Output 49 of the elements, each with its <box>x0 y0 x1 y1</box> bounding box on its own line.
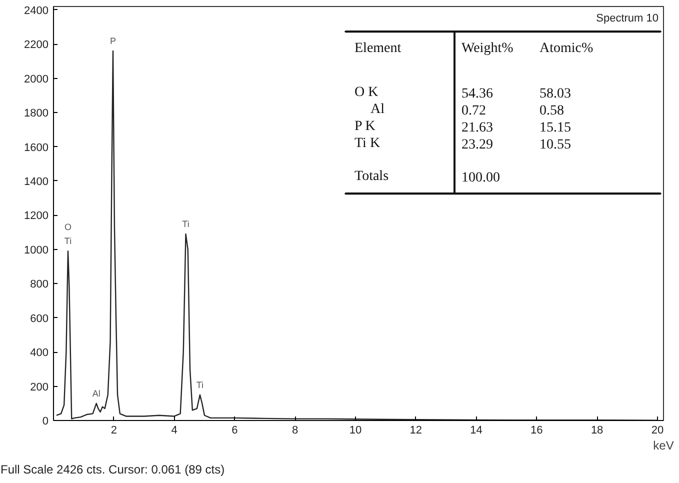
annotation: Ti <box>182 219 190 230</box>
y-tick-label: 400 <box>30 347 49 360</box>
annotation: 58.03 <box>540 86 571 102</box>
y-tick-label: 1600 <box>24 142 49 154</box>
annotation: Ti <box>64 236 72 246</box>
y-tick-label: 0 <box>42 416 49 428</box>
annotation: 0.72 <box>462 104 486 118</box>
annotation: 10.55 <box>540 138 571 152</box>
y-tick-label: 1200 <box>24 210 49 222</box>
annotation: 15.15 <box>540 120 571 136</box>
annotation: Al <box>92 388 100 398</box>
annotation: 23.29 <box>462 138 493 152</box>
x-tick-label: 10 <box>349 424 362 436</box>
y-tick-label: 2200 <box>24 39 49 52</box>
annotation: Ti K <box>354 136 380 151</box>
annotation: Totals <box>354 169 389 184</box>
y-tick-label: 1000 <box>24 244 49 256</box>
annotation: Spectrum 10 <box>596 12 659 24</box>
y-tick-label: 600 <box>30 312 49 325</box>
annotation: 21.63 <box>462 120 493 136</box>
annotation: P K <box>354 119 376 134</box>
x-tick-label: 2 <box>110 424 117 436</box>
y-tick-label: 800 <box>30 278 49 291</box>
x-tick-label: 14 <box>470 424 482 436</box>
annotation: O K <box>354 85 378 100</box>
x-tick-label: 8 <box>292 424 298 436</box>
x-axis-title: keV <box>653 438 674 452</box>
x-tick-label: 12 <box>410 424 422 436</box>
annotation: Weight% <box>462 41 514 56</box>
x-tick-label: 6 <box>232 424 238 436</box>
annotation: Atomic% <box>540 41 594 56</box>
text: Full Scale 2426 cts. Cursor: 0.061 (89 cts) <box>0 462 225 476</box>
x-tick-label: 16 <box>530 424 543 436</box>
annotation: P <box>110 36 116 46</box>
y-tick-label: 2400 <box>24 4 49 17</box>
annotation: 0.58 <box>540 104 564 118</box>
x-tick-label: 4 <box>171 424 178 436</box>
y-tick-label: 200 <box>30 381 49 394</box>
x-tick-label: 20 <box>651 424 664 436</box>
annotation: O <box>64 222 72 232</box>
y-tick-label: 1800 <box>24 108 49 120</box>
annotation: Ti <box>196 380 204 390</box>
y-tick-label: 2000 <box>24 73 49 86</box>
annotation: 100.00 <box>462 170 500 186</box>
x-tick-label: 18 <box>590 424 604 436</box>
annotation: Al <box>370 102 385 117</box>
annotation: Element <box>354 41 402 56</box>
annotation: 54.36 <box>462 86 493 102</box>
y-tick-label: 1400 <box>24 176 49 188</box>
